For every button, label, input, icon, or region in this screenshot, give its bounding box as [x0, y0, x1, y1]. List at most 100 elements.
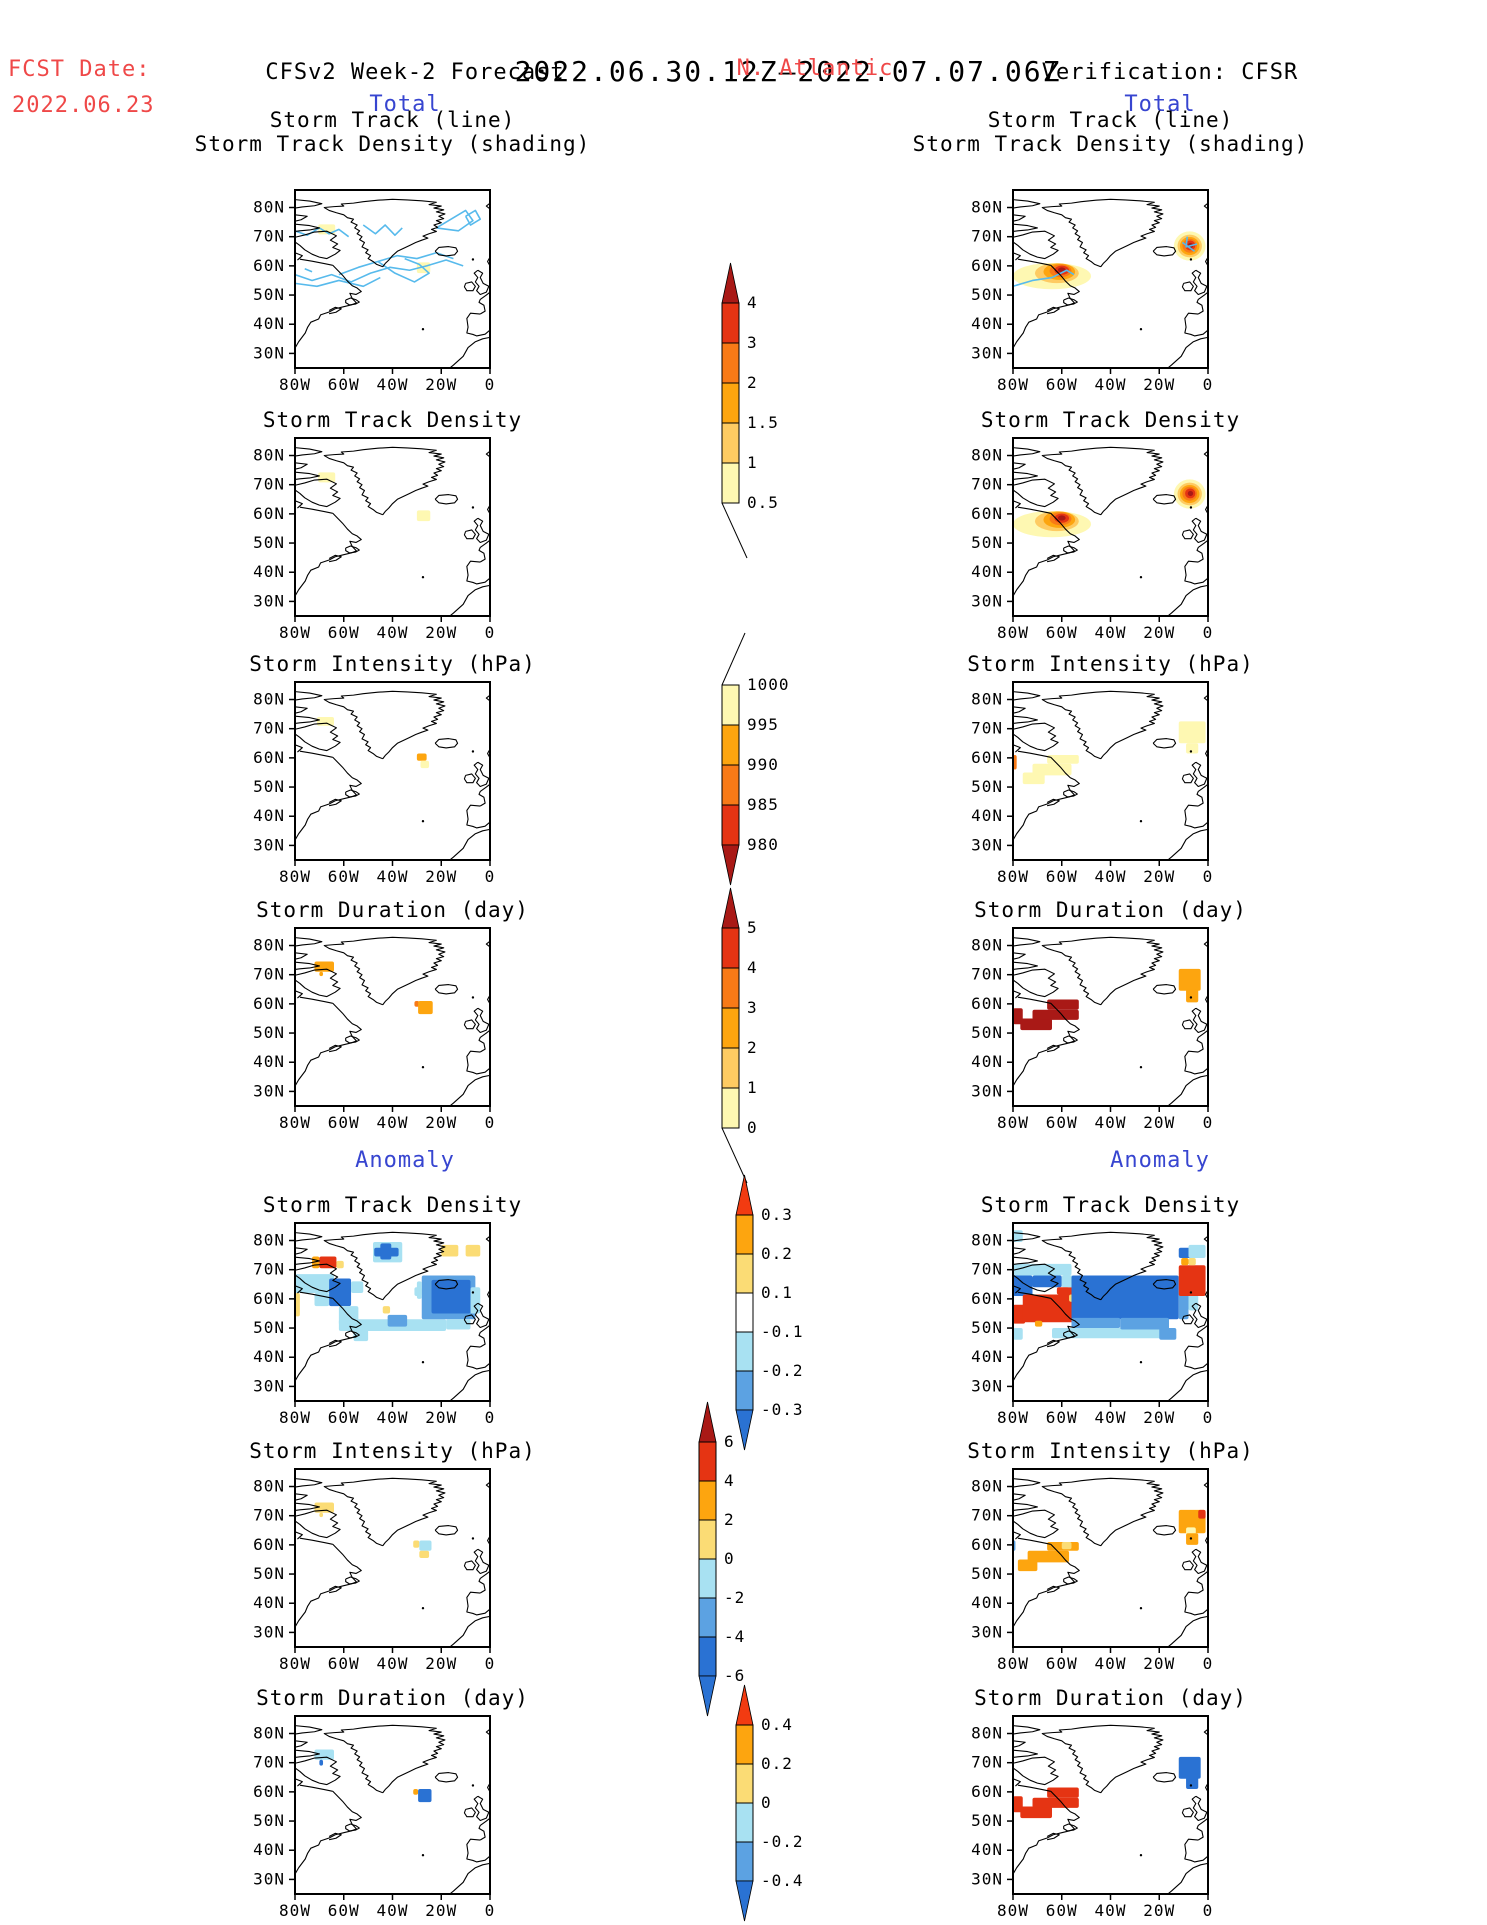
coastline: [473, 1007, 490, 1034]
colorbar-segment: [735, 1763, 754, 1804]
svg-text:40W: 40W: [377, 1408, 409, 1427]
svg-text:0: 0: [1203, 375, 1214, 394]
coastline: [1181, 529, 1194, 540]
svg-text:-0.3: -0.3: [761, 1400, 804, 1419]
svg-text:60N: 60N: [253, 1782, 285, 1801]
coastline: [1167, 1074, 1208, 1106]
svg-text:70N: 70N: [971, 475, 1003, 494]
coastline: [1013, 1263, 1059, 1293]
svg-text:40W: 40W: [1095, 1113, 1127, 1132]
svg-text:0: 0: [1203, 1113, 1214, 1132]
coastline: [1167, 1369, 1208, 1401]
svg-text:0.5: 0.5: [747, 493, 779, 512]
svg-text:30N: 30N: [971, 835, 1003, 854]
coastline: [295, 744, 303, 753]
colorbar-arrow-bottom: [735, 1409, 754, 1451]
svg-text:40N: 40N: [971, 1347, 1003, 1366]
colorbar-segment: [721, 967, 740, 1009]
colorbar-segment: [721, 927, 740, 969]
svg-text:80W: 80W: [997, 1408, 1029, 1427]
coastline: [1013, 744, 1021, 753]
coastline: [1041, 198, 1164, 268]
svg-text:80N: 80N: [971, 1231, 1003, 1250]
coastline: [485, 940, 490, 948]
svg-text:40N: 40N: [253, 1593, 285, 1612]
coastline: [1181, 1019, 1194, 1030]
coastline: [1152, 984, 1177, 995]
svg-text:60W: 60W: [1046, 1408, 1078, 1427]
colorbar-segment: [698, 1558, 717, 1599]
coastline: [1203, 694, 1208, 702]
svg-text:30N: 30N: [971, 343, 1003, 362]
coastline: [1013, 968, 1059, 998]
shading-cell: [1181, 1258, 1189, 1266]
panel-fcst-intensity: Storm Intensity (hPa) 80N 70N 60N 50N 40N 30N 8…: [249, 652, 535, 886]
storm-track-line: [1185, 236, 1198, 248]
svg-text:4: 4: [747, 293, 758, 312]
panel-title-fcst-anom-duration: Storm Duration (day): [256, 1686, 528, 1710]
svg-text:70N: 70N: [971, 227, 1003, 246]
shading-cell: [336, 1260, 344, 1269]
svg-text:60N: 60N: [971, 1535, 1003, 1554]
coastline: [295, 1493, 308, 1501]
svg-text:Storm Track (line): Storm Track (line): [270, 108, 516, 132]
coastline: [295, 722, 341, 752]
shading-cell: [1047, 754, 1079, 764]
coastline: [473, 517, 490, 544]
colorbar-segment: [735, 1331, 754, 1372]
coastline: [1013, 1256, 1038, 1265]
panel-title-fcst-intensity: Storm Intensity (hPa): [249, 652, 535, 676]
svg-text:Storm Intensity (hPa): Storm Intensity (hPa): [967, 1439, 1254, 1463]
coastline: [463, 1314, 476, 1325]
svg-text:30N: 30N: [971, 1081, 1003, 1100]
svg-text:80N: 80N: [971, 446, 1003, 465]
shading-cell: [1071, 1275, 1179, 1320]
cb-anom-intensity: 6 4 2 0 -2 -4 -6: [698, 1401, 744, 1717]
coastline: [478, 1817, 490, 1841]
colorbar-arrow-top: [721, 262, 740, 304]
shading-cell: [1032, 1009, 1079, 1020]
svg-text:50N: 50N: [971, 285, 1003, 304]
panel-fcst-anom-track-density: Storm Track Density 80N 70N 60N 50N 40N 30N 80W…: [253, 1193, 522, 1427]
island-dot: [471, 1784, 475, 1787]
svg-text:50N: 50N: [971, 777, 1003, 796]
coastline: [478, 1324, 490, 1348]
svg-text:80N: 80N: [253, 936, 285, 955]
storm-track-line: [304, 268, 313, 273]
coastline: [1184, 312, 1208, 337]
coastline: [1063, 545, 1078, 554]
coastline: [295, 512, 362, 597]
svg-text:-0.2: -0.2: [761, 1361, 804, 1380]
svg-text:60N: 60N: [253, 256, 285, 275]
coastline: [1017, 258, 1051, 266]
svg-text:60W: 60W: [328, 1654, 360, 1673]
panel-title-fcst-anom-track-density: Storm Track Density: [263, 1193, 522, 1217]
coastline: [1191, 269, 1208, 296]
colorbar-segment: [735, 1724, 754, 1765]
shading-cell: [1188, 1293, 1199, 1311]
svg-text:80W: 80W: [997, 375, 1029, 394]
island-dot: [471, 750, 475, 753]
fcst-date-value: 2022.06.23: [12, 93, 155, 118]
shading-cell: [329, 1278, 352, 1307]
svg-text:60W: 60W: [328, 375, 360, 394]
svg-text:50N: 50N: [253, 285, 285, 304]
coastline: [1041, 446, 1164, 516]
coastline: [295, 1232, 323, 1242]
coastline: [295, 1256, 320, 1265]
shading-cell: [1013, 1328, 1023, 1340]
svg-text:0: 0: [485, 1654, 496, 1673]
coastline: [295, 715, 320, 724]
svg-text:Storm Track Density: Storm Track Density: [263, 1193, 522, 1217]
coastline: [1017, 1537, 1051, 1545]
svg-text:60N: 60N: [253, 748, 285, 767]
colorbar-segment: [721, 804, 740, 846]
shading-cell: [1071, 1317, 1121, 1329]
island-dot: [1189, 506, 1193, 509]
island-dot: [471, 996, 475, 999]
shading-cell: [441, 1244, 459, 1257]
colorbar-segment: [721, 764, 740, 806]
svg-text:60W: 60W: [328, 1408, 360, 1427]
coastline: [1063, 789, 1078, 798]
svg-text:60N: 60N: [971, 256, 1003, 275]
